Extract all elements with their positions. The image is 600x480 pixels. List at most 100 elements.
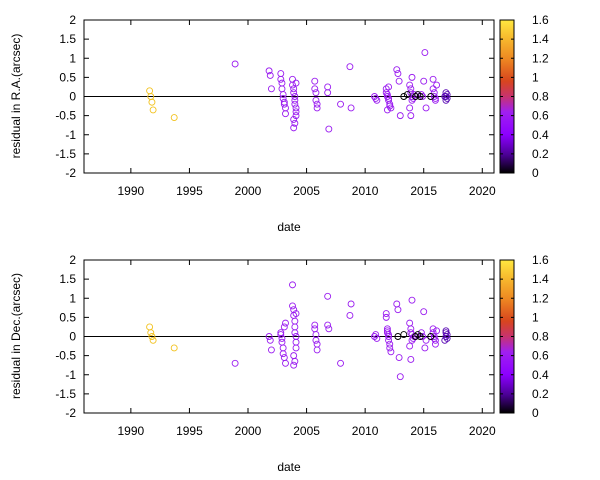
colorbar-tick-label: 0.4 — [532, 368, 549, 382]
y-ticks: 2 1.5 1 0.5 0 -0.5 -1 -1.5 -2 — [55, 253, 494, 420]
colorbar: 1.6 1.4 1.2 1 0.8 0.6 0.4 0.2 0 — [499, 253, 549, 420]
colorbar-tick-label: 1.2 — [532, 51, 549, 65]
data-point — [265, 333, 273, 340]
x-tick-label: 1990 — [118, 184, 145, 198]
colorbar-tick-label: 1.6 — [532, 253, 549, 267]
data-point — [282, 359, 289, 367]
data-point — [406, 104, 414, 112]
data-point — [396, 373, 404, 381]
data-point — [403, 91, 411, 99]
data-point — [277, 75, 285, 83]
data-point — [148, 333, 156, 340]
data-point — [383, 327, 391, 335]
data-point — [408, 73, 416, 81]
data-point — [282, 104, 289, 112]
data-point — [313, 100, 321, 108]
data-point — [419, 93, 426, 100]
data-point — [394, 70, 402, 78]
y-tick-label: 0.5 — [59, 310, 76, 324]
colorbar-tick-label: 1.6 — [532, 13, 549, 27]
colorbar-tick-label: 1 — [532, 70, 539, 84]
x-tick-label: 2000 — [235, 184, 262, 198]
data-point — [346, 63, 354, 71]
x-tick-label: 2010 — [352, 424, 379, 438]
colorbar-tick-label: 0.8 — [532, 330, 549, 344]
data-point — [279, 344, 287, 352]
data-point — [385, 83, 393, 91]
colorbar-tick-label: 1.4 — [532, 272, 549, 286]
x-tick-label: 2020 — [469, 424, 496, 438]
data-point — [386, 344, 394, 352]
data-point — [292, 108, 300, 116]
data-point — [267, 85, 275, 93]
data-point — [347, 104, 355, 112]
x-tick-label: 2000 — [235, 424, 262, 438]
y-tick-label: 1.5 — [59, 32, 76, 46]
data-point — [441, 93, 449, 100]
data-point — [393, 66, 401, 74]
y-axis-label: residual in R.A.(arcsec) — [9, 34, 23, 159]
data-point — [337, 100, 344, 108]
data-point — [371, 93, 378, 100]
data-point — [313, 346, 321, 354]
data-point — [289, 81, 296, 89]
data-point — [442, 329, 450, 337]
data-point — [170, 114, 178, 121]
colorbar-tick-label: 0.8 — [532, 90, 549, 104]
data-point — [386, 340, 394, 348]
data-point — [372, 331, 380, 339]
data-points — [146, 281, 451, 381]
x-tick-label: 2015 — [410, 184, 437, 198]
x-ticks: 1990 1995 2000 2005 2010 2015 2020 — [118, 260, 496, 438]
data-point — [266, 336, 274, 344]
data-point — [382, 89, 390, 97]
data-point — [325, 325, 333, 333]
data-point — [291, 329, 299, 337]
data-point — [386, 100, 394, 108]
data-point — [278, 79, 286, 87]
data-point — [231, 359, 239, 367]
data-point — [383, 106, 391, 114]
data-point — [441, 336, 449, 344]
data-point — [292, 104, 300, 112]
data-point — [280, 100, 288, 108]
data-point — [291, 119, 299, 127]
data-point — [430, 333, 438, 340]
data-point — [277, 70, 285, 78]
data-point — [290, 124, 298, 132]
data-point — [407, 85, 415, 93]
data-point — [292, 310, 300, 317]
colorbar-ticks: 1.6 1.4 1.2 1 0.8 0.6 0.4 0.2 0 — [500, 13, 549, 180]
data-point — [290, 352, 298, 360]
data-point — [383, 93, 391, 100]
data-point — [312, 89, 320, 97]
y-tick-label: -0.5 — [55, 349, 76, 363]
data-point — [279, 91, 287, 99]
data-point — [433, 81, 441, 89]
data-point — [427, 333, 435, 340]
x-tick-label: 2010 — [352, 184, 379, 198]
data-point — [311, 77, 319, 85]
data-point — [312, 96, 320, 104]
data-point — [289, 75, 296, 83]
colorbar-tick-label: 0.6 — [532, 109, 549, 123]
y-tick-label: 1.5 — [59, 272, 76, 286]
colorbar-tick-label: 1.4 — [532, 32, 549, 46]
data-point — [387, 348, 395, 356]
data-point — [400, 331, 408, 339]
data-point — [443, 94, 451, 102]
data-point — [325, 125, 333, 133]
x-axis-label: date — [277, 460, 301, 474]
y-tick-label: -1 — [65, 368, 76, 382]
data-point — [430, 93, 438, 100]
data-point — [311, 321, 319, 329]
data-point — [417, 329, 425, 337]
data-point — [278, 338, 286, 346]
data-point — [146, 323, 154, 331]
data-point — [407, 112, 415, 120]
data-point — [149, 336, 157, 344]
data-point — [148, 98, 156, 106]
data-point — [420, 308, 428, 316]
data-point — [324, 292, 332, 300]
x-ticks: 1990 1995 2000 2005 2010 2015 2020 — [118, 20, 496, 198]
